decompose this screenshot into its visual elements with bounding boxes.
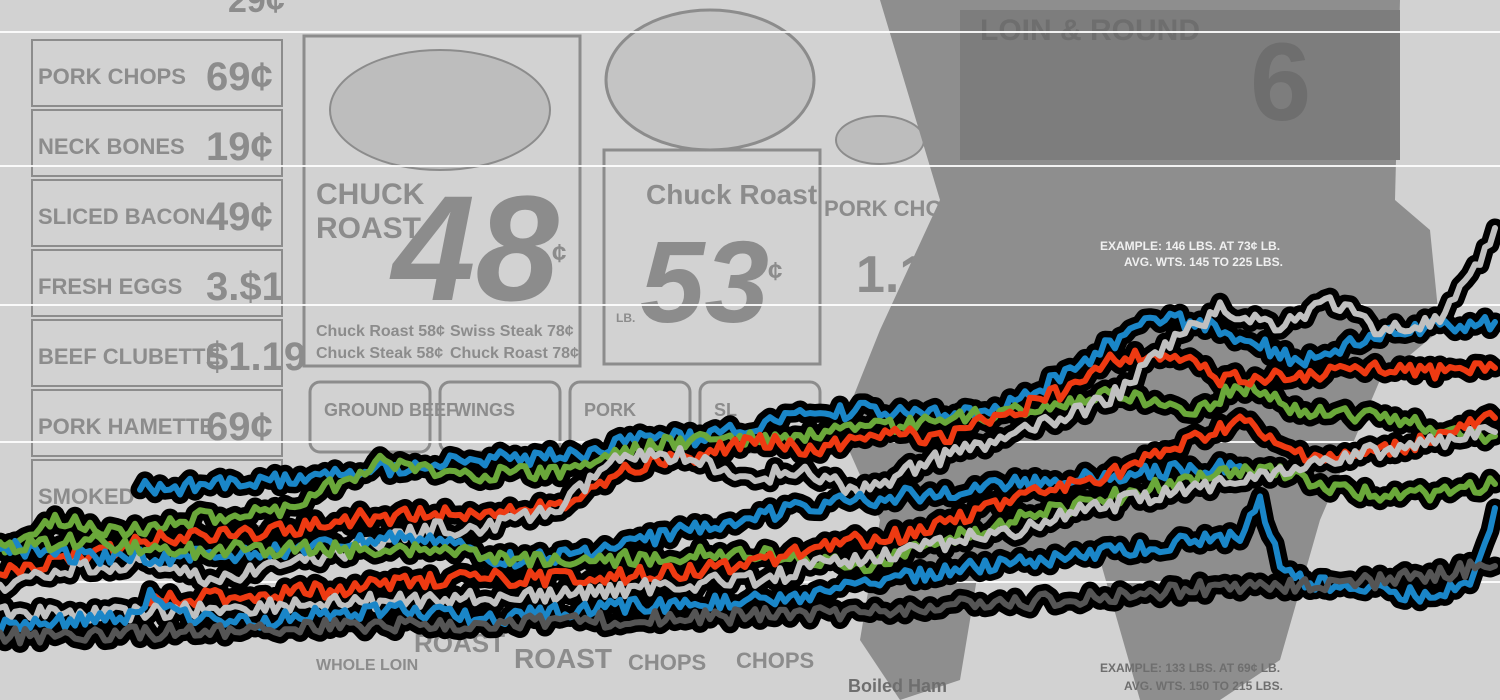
ad-item-name: SMOKED [38,484,135,509]
ad-item-name: BEEF CLUBETTE [38,344,220,369]
oval-title: Chuck Roast [646,179,817,210]
series-line-3 [0,347,1498,579]
oval-price: 53 [640,217,769,347]
ad-item-price: 19¢ [206,125,273,169]
panel-sub-1: Chuck Roast 58¢ [316,323,445,340]
roast-illustration [329,49,551,171]
ad-button-label: GROUND BEEF [324,400,457,420]
ad-item-name: NECK BONES [38,134,185,159]
oval-unit: ¢ [768,256,782,286]
ad-row-frame [31,179,283,247]
ad-row-frame [31,249,283,317]
ad-row-frame [31,39,283,107]
ad-item-price: 49¢ [206,195,273,239]
ad-top-fragment: 29¢ [228,0,285,20]
panel-sub-3: Chuck Steak 58¢ [316,345,443,362]
ad-item-name: PORK HAMETTE [38,414,214,439]
ad-item-price: 69¢ [206,55,273,99]
ad-bottom-label: ROAST [514,643,612,674]
ad-bottom-label: CHOPS [628,650,706,675]
series-line-8 [0,424,1498,624]
oval-prefix: LB. [616,311,635,325]
panel-sub-4: Chuck Roast 78¢ [450,345,579,362]
gridlines [0,31,1500,583]
ad-item-name: SLICED BACON [38,204,205,229]
ad-bottom-label: CHOPS [736,648,814,673]
ad-item-name: PORK CHOPS [38,64,186,89]
cow-boiled: Boiled Ham [848,676,947,696]
price-box [960,10,1400,160]
cow-example-1: EXAMPLE: 146 LBS. AT 73¢ LB. [1100,239,1280,253]
ad-button-label: SL [714,400,737,420]
series-line-10 [0,558,1498,647]
ad-bottom-label: WHOLE LOIN [316,657,418,674]
ad-button-label: WINGS [454,400,515,420]
panel-price-unit: ¢ [552,238,566,268]
cow-header: LOIN & ROUND [980,14,1200,47]
series-lines [0,225,1498,647]
series-line-7 [147,409,1498,609]
cow-price: 6 [1250,21,1311,144]
roast-oval-illustration [604,8,816,152]
chuck-roast-oval-panel: Chuck Roast 53¢ LB. [602,8,822,366]
panel-title-2: ROAST [316,212,421,245]
panel-title-1: CHUCK [316,178,425,211]
panel-frame [302,34,582,368]
ad-button-label: PORK [584,400,636,420]
ad-row-frame [31,319,283,387]
ad-item-price: $1.19 [206,335,306,379]
ad-column-left: PORK CHOPS 69¢ NECK BONES 19¢ SLICED BACON 49… [31,39,306,527]
panel-sub-2: Swiss Steak 78¢ [450,323,574,340]
ad-item-price: 3.$1 [206,265,284,309]
cow-example-2b: AVG. WTS. 150 TO 215 LBS. [1124,679,1283,693]
ad-row-frame [31,389,283,457]
series-line-4 [0,225,1498,594]
cow-example-1b: AVG. WTS. 145 TO 225 LBS. [1124,255,1283,269]
ad-button-frame [308,380,432,454]
cow-example-2: EXAMPLE: 133 LBS. AT 69¢ LB. [1100,661,1280,675]
ad-item-name: FRESH EGGS [38,274,182,299]
ad-row-frame [31,109,283,177]
